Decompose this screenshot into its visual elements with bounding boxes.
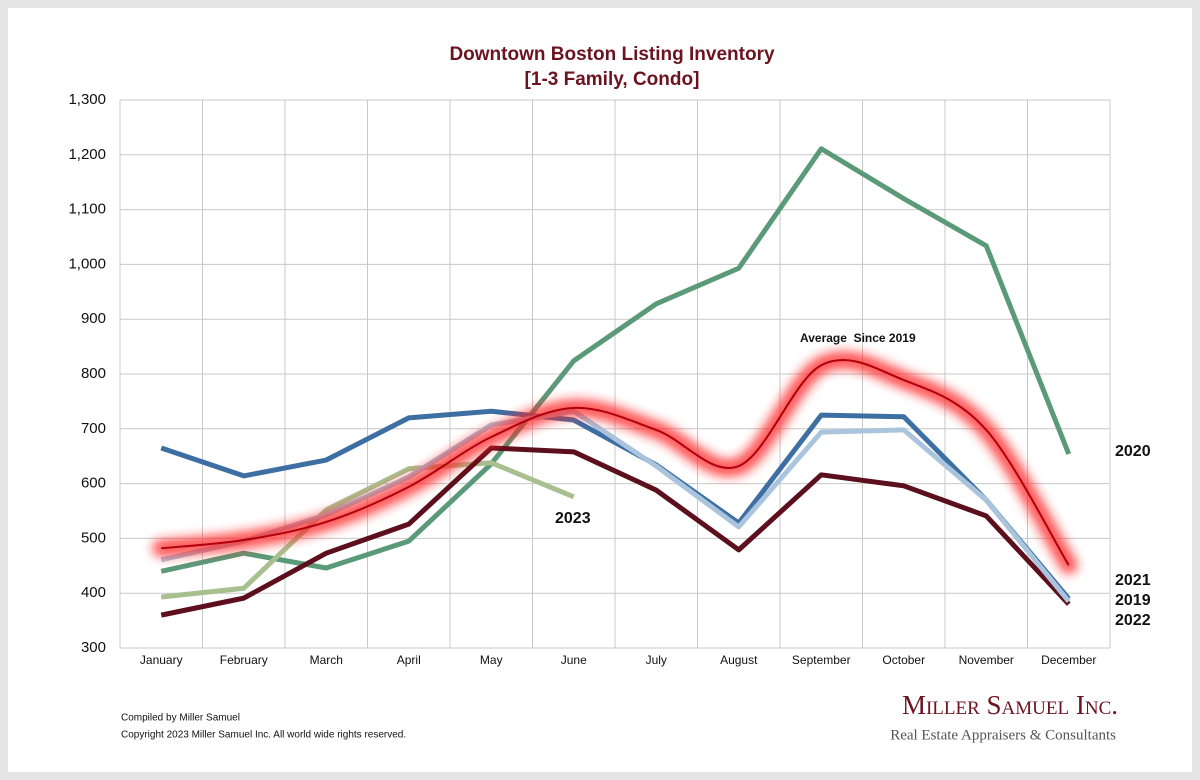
x-tick-label: March [310,653,343,667]
y-tick-label: 800 [81,365,106,382]
series-label: 2020 [1115,443,1151,460]
compiled-note: Compiled by Miller Samuel [121,713,240,724]
logo: Miller Samuel Inc. [902,690,1118,720]
y-tick-label: 600 [81,475,106,492]
series-line [160,146,1072,574]
chart-subtitle: [1-3 Family, Condo] [525,69,700,90]
tagline: Real Estate Appraisers & Consultants [890,727,1116,743]
series-label: 2019 [1115,592,1151,609]
y-tick-label: 1,000 [68,255,106,272]
y-tick-label: 300 [81,639,106,656]
x-tick-label: January [140,653,183,667]
x-tick-label: September [792,653,851,667]
x-tick-label: February [220,653,268,667]
x-tick-label: July [646,653,667,667]
series-line [160,460,575,600]
chart-title: Downtown Boston Listing Inventory [449,44,775,65]
series-label: 2021 [1115,572,1151,589]
y-tick-label: 400 [81,584,106,601]
x-tick-label: October [882,653,925,667]
y-tick-label: 700 [81,420,106,437]
y-tick-label: 1,100 [68,201,106,218]
card [8,8,1192,772]
x-tick-label: April [397,653,421,667]
x-tick-label: November [959,653,1014,667]
series-label: 2023 [555,510,591,527]
series-line [160,445,1071,618]
y-tick-label: 1,200 [68,146,106,163]
series-label: 2022 [1115,612,1151,629]
series-line [160,408,1071,601]
x-tick-label: August [720,653,758,667]
x-tick-label: May [480,653,503,667]
y-tick-label: 1,300 [68,91,106,108]
copyright-note: Copyright 2023 Miller Samuel Inc. All wo… [121,730,406,741]
series-label: Average Since 2019 [800,331,916,345]
series-line [161,359,1070,566]
y-tick-label: 900 [81,310,106,327]
x-tick-label: June [561,653,587,667]
y-tick-label: 500 [81,529,106,546]
x-tick-label: December [1041,653,1096,667]
